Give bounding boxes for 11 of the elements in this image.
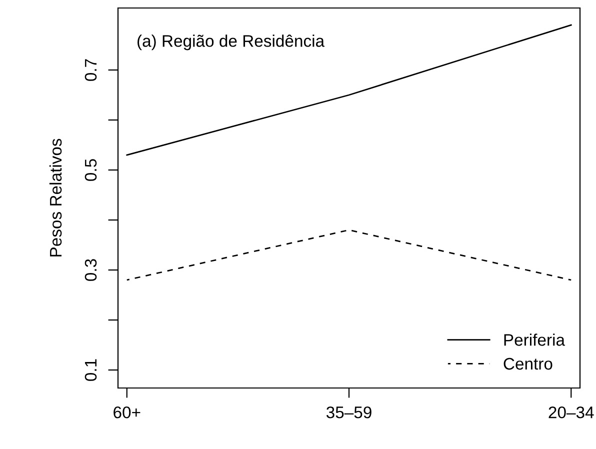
y-tick-label: 0.1 <box>84 359 97 381</box>
legend-label: Centro <box>504 358 552 370</box>
legend-label: Periferia <box>504 334 565 346</box>
y-tick-label: 0.3 <box>84 259 97 281</box>
y-tick-label: 0.5 <box>84 159 97 181</box>
text: (a) Região de Residência <box>138 34 325 50</box>
y-axis-title: Pesos Relativos <box>49 138 62 256</box>
y-tick-label: 0.7 <box>84 59 97 81</box>
x-tick-label: 35–59 <box>326 406 372 418</box>
x-tick-label: 20–34 <box>548 406 594 418</box>
x-tick-label: 60+ <box>114 406 140 418</box>
